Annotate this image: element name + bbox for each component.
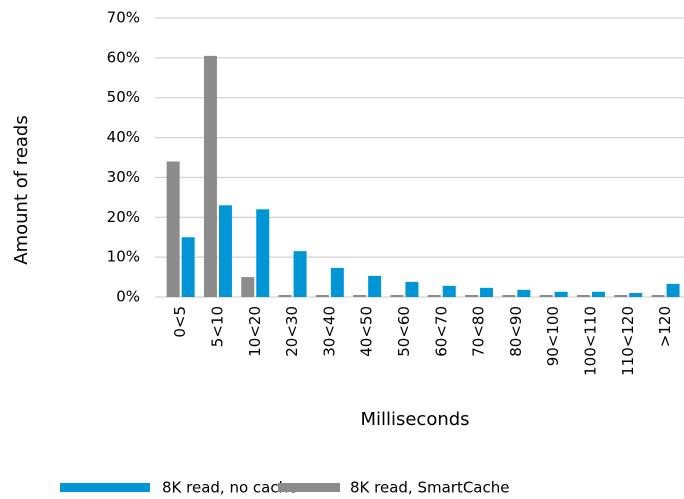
x-axis-label: Milliseconds bbox=[360, 409, 469, 430]
x-tick-label: 20<30 bbox=[283, 306, 301, 357]
bar bbox=[330, 267, 344, 297]
bar bbox=[256, 209, 270, 297]
bar bbox=[539, 295, 553, 297]
x-tick-label: 90<100 bbox=[544, 306, 562, 366]
legend-swatch bbox=[60, 483, 150, 492]
x-tick-label: 5<10 bbox=[208, 306, 226, 347]
bar bbox=[591, 291, 605, 297]
y-axis-label: Amount of reads bbox=[11, 115, 32, 264]
bar bbox=[218, 205, 232, 297]
bar bbox=[293, 251, 307, 297]
bar bbox=[390, 295, 404, 297]
bar bbox=[666, 283, 680, 297]
legend-label: 8K read, SmartCache bbox=[350, 479, 510, 497]
bar bbox=[442, 285, 456, 297]
x-tick-label: 10<20 bbox=[246, 306, 264, 357]
legend-label: 8K read, no cache bbox=[162, 479, 297, 497]
y-tick-label: 10% bbox=[107, 248, 140, 266]
bar bbox=[554, 291, 568, 297]
bar bbox=[315, 295, 329, 297]
bar bbox=[629, 293, 643, 297]
bar bbox=[614, 295, 628, 297]
x-tick-label: 100<110 bbox=[581, 306, 599, 376]
bar bbox=[405, 281, 419, 297]
x-tick-label: 110<120 bbox=[619, 306, 637, 376]
bar bbox=[576, 295, 590, 297]
y-tick-label: 50% bbox=[107, 88, 140, 106]
x-tick-label: 40<50 bbox=[358, 306, 376, 357]
bar bbox=[278, 295, 292, 297]
x-tick-label: 50<60 bbox=[395, 306, 413, 357]
x-tick-label: 80<90 bbox=[507, 306, 525, 357]
bar bbox=[465, 295, 479, 297]
y-tick-label: 40% bbox=[107, 128, 140, 146]
bar bbox=[480, 287, 494, 297]
y-tick-label: 30% bbox=[107, 168, 140, 186]
bar bbox=[181, 237, 195, 297]
x-tick-label: >120 bbox=[656, 306, 674, 347]
x-tick-label: 70<80 bbox=[470, 306, 488, 357]
bar bbox=[241, 277, 255, 297]
legend-swatch bbox=[278, 483, 340, 492]
y-tick-label: 0% bbox=[116, 288, 140, 306]
y-tick-label: 20% bbox=[107, 208, 140, 226]
x-tick-label: 0<5 bbox=[171, 306, 189, 338]
bar bbox=[368, 275, 382, 297]
y-tick-label: 70% bbox=[107, 9, 140, 27]
bar bbox=[353, 295, 367, 297]
bar bbox=[427, 295, 441, 297]
bar bbox=[203, 55, 217, 297]
bar bbox=[517, 289, 531, 297]
bar bbox=[651, 295, 665, 297]
bar bbox=[502, 295, 516, 297]
x-tick-label: 60<70 bbox=[432, 306, 450, 357]
x-tick-label: 30<40 bbox=[320, 306, 338, 357]
y-tick-label: 60% bbox=[107, 48, 140, 66]
bar bbox=[166, 161, 180, 297]
